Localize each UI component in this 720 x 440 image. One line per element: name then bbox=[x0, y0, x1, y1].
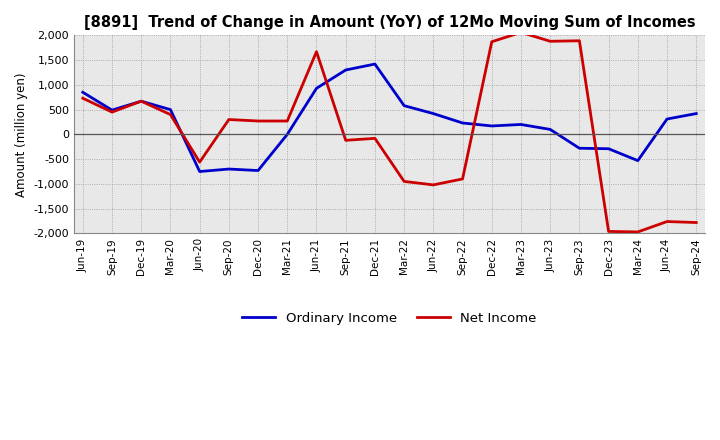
Net Income bbox=[575, 38, 584, 44]
Net Income bbox=[195, 159, 204, 165]
Net Income bbox=[546, 39, 554, 44]
Net Income bbox=[137, 99, 145, 104]
Ordinary Income bbox=[662, 117, 671, 122]
Ordinary Income bbox=[487, 123, 496, 128]
Net Income bbox=[604, 229, 613, 234]
Ordinary Income bbox=[283, 132, 292, 137]
Net Income bbox=[371, 136, 379, 141]
Net Income bbox=[634, 229, 642, 235]
Net Income bbox=[429, 182, 438, 187]
Net Income bbox=[283, 118, 292, 124]
Ordinary Income bbox=[312, 86, 321, 91]
Ordinary Income bbox=[429, 111, 438, 116]
Ordinary Income bbox=[195, 169, 204, 174]
Ordinary Income bbox=[225, 166, 233, 172]
Title: [8891]  Trend of Change in Amount (YoY) of 12Mo Moving Sum of Incomes: [8891] Trend of Change in Amount (YoY) o… bbox=[84, 15, 696, 30]
Net Income bbox=[692, 220, 701, 225]
Ordinary Income bbox=[253, 168, 262, 173]
Ordinary Income bbox=[604, 146, 613, 151]
Ordinary Income bbox=[458, 121, 467, 126]
Net Income bbox=[400, 179, 408, 184]
Net Income bbox=[253, 118, 262, 124]
Net Income bbox=[662, 219, 671, 224]
Legend: Ordinary Income, Net Income: Ordinary Income, Net Income bbox=[237, 306, 542, 330]
Net Income bbox=[487, 39, 496, 44]
Net Income bbox=[108, 110, 117, 115]
Ordinary Income bbox=[546, 127, 554, 132]
Line: Ordinary Income: Ordinary Income bbox=[83, 64, 696, 172]
Net Income bbox=[341, 138, 350, 143]
Ordinary Income bbox=[634, 158, 642, 163]
Ordinary Income bbox=[400, 103, 408, 108]
Net Income bbox=[78, 95, 87, 101]
Ordinary Income bbox=[341, 67, 350, 73]
Ordinary Income bbox=[575, 146, 584, 151]
Net Income bbox=[458, 176, 467, 182]
Ordinary Income bbox=[371, 62, 379, 67]
Net Income bbox=[225, 117, 233, 122]
Ordinary Income bbox=[517, 122, 526, 127]
Ordinary Income bbox=[108, 107, 117, 113]
Ordinary Income bbox=[78, 90, 87, 95]
Net Income bbox=[312, 49, 321, 54]
Ordinary Income bbox=[166, 107, 175, 112]
Ordinary Income bbox=[137, 99, 145, 104]
Ordinary Income bbox=[692, 111, 701, 116]
Y-axis label: Amount (million yen): Amount (million yen) bbox=[15, 72, 28, 197]
Net Income bbox=[517, 30, 526, 35]
Net Income bbox=[166, 112, 175, 117]
Line: Net Income: Net Income bbox=[83, 33, 696, 232]
